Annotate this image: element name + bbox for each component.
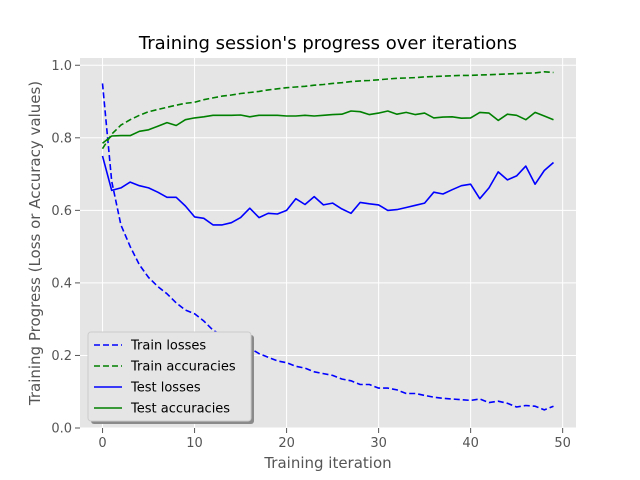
x-tick-label: 40 (462, 436, 479, 451)
y-tick-label: 0.6 (51, 204, 72, 219)
y-tick-label: 0.2 (51, 349, 72, 364)
series-line-test-accuracies (102, 110, 554, 144)
series-line-test-losses (101, 155, 555, 226)
chart-title: Training session's progress over iterati… (138, 33, 517, 54)
y-tick-label: 0.0 (51, 422, 72, 437)
y-tick-label: 0.4 (51, 276, 72, 291)
axis-ticks: 0 10 20 30 40 50 0.0 0.2 0.4 0.6 0.8 1.0 (51, 59, 571, 451)
legend-label: Train accuracies (130, 360, 236, 375)
legend-label: Test accuracies (130, 402, 230, 417)
series-line-train-accuracies (101, 71, 554, 150)
x-axis-label: Training iteration (263, 454, 391, 472)
x-tick-label: 30 (370, 436, 387, 451)
series-line-train-losses (101, 83, 554, 411)
y-axis-label: Training Progress (Loss or Accuracy valu… (26, 81, 44, 406)
x-tick-label: 0 (98, 436, 106, 451)
legend-label: Test losses (130, 381, 201, 396)
x-tick-label: 10 (186, 436, 203, 451)
x-tick-label: 50 (554, 436, 571, 451)
legend-box (87, 331, 252, 422)
y-tick-label: 0.8 (51, 131, 72, 146)
series-layer (101, 71, 555, 411)
x-tick-label: 20 (278, 436, 295, 451)
legend-label: Train losses (130, 339, 206, 354)
legend: Train losses Train accuracies Test losses T… (87, 331, 254, 424)
y-tick-label: 1.0 (51, 59, 72, 74)
